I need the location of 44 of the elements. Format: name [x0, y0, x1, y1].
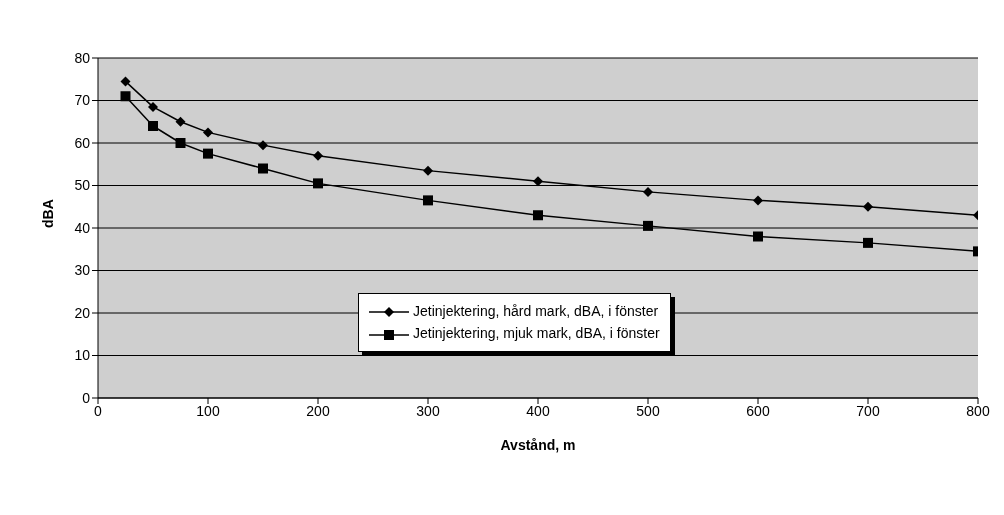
point [423, 195, 433, 206]
x-tick-label: 0 [94, 402, 103, 419]
point [148, 101, 158, 112]
point [120, 76, 131, 87]
point [863, 201, 873, 212]
point [863, 237, 873, 248]
point [148, 121, 158, 131]
point [203, 127, 213, 138]
x-tick-label: 400 [526, 402, 550, 419]
point [753, 231, 763, 242]
y-tick-label: 20 [74, 304, 91, 321]
x-tick-label: 300 [416, 402, 440, 419]
y-tick-label: 80 [74, 49, 91, 66]
point [533, 210, 543, 221]
x-tick-label: 600 [746, 402, 770, 419]
point [643, 220, 653, 231]
point [533, 176, 543, 187]
point [313, 150, 323, 161]
y-tick-label: 10 [74, 347, 91, 364]
point [258, 163, 268, 174]
x-tick-label: 500 [636, 402, 660, 419]
x-tick-label: 800 [966, 402, 990, 419]
legend-label: Jetinjektering, mjuk mark, dBA, i fönster [412, 324, 660, 344]
y-axis-title: dBA [39, 199, 56, 228]
point [175, 138, 186, 148]
point [120, 91, 131, 102]
x-tick-label: 700 [856, 402, 880, 419]
x-axis-title: Avstånd, m [500, 437, 576, 453]
point [203, 148, 213, 159]
x-tick-label: 200 [306, 402, 330, 419]
point [753, 195, 763, 206]
point [258, 140, 268, 151]
point [643, 186, 653, 197]
x-tick-label: 100 [196, 402, 220, 419]
point [175, 116, 186, 127]
y-tick-label: 40 [74, 219, 91, 236]
legend-label: Jetinjektering, hård mark, dBA, i fönster [412, 302, 660, 321]
y-tick-label: 0 [82, 389, 91, 406]
y-tick-label: 70 [74, 92, 91, 109]
y-tick-label: 30 [74, 262, 91, 279]
point [423, 165, 433, 176]
y-tick-label: 50 [74, 177, 91, 194]
y-tick-label: 60 [74, 134, 91, 151]
point [313, 178, 323, 189]
